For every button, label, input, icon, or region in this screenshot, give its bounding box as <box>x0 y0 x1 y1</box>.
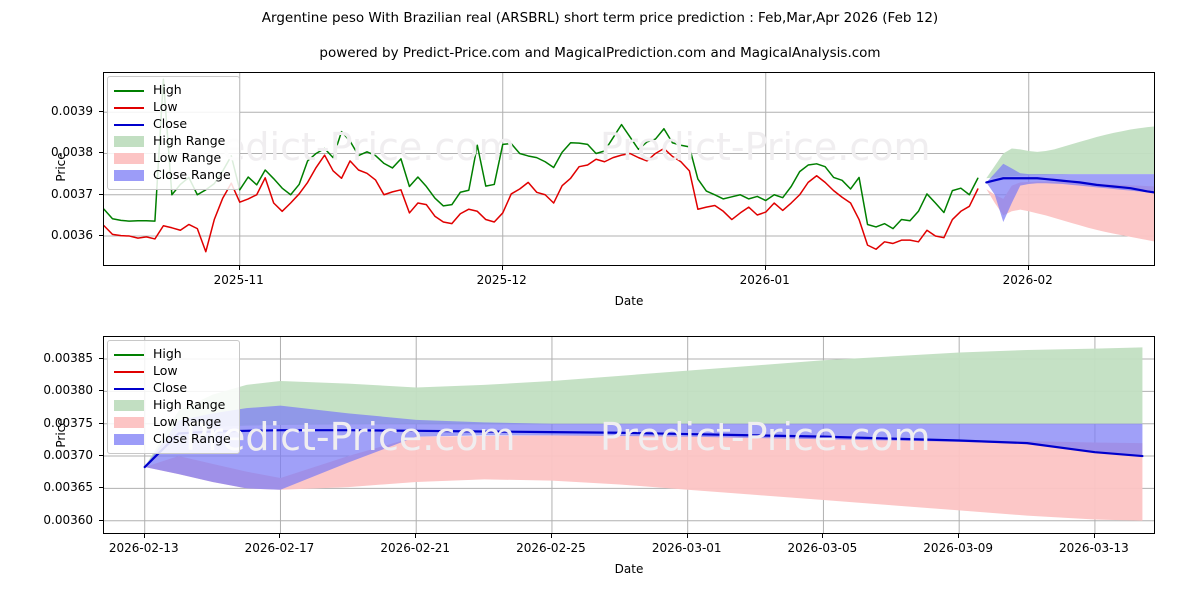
y-tick-mark <box>99 390 103 392</box>
y-tick-mark <box>99 111 103 113</box>
overview-x-axis-label: Date <box>614 294 644 308</box>
y-tick-mark <box>99 487 103 489</box>
legend-label: High <box>153 82 182 98</box>
legend-swatch-high <box>114 353 144 356</box>
x-tick-label: 2025-11 <box>213 273 264 287</box>
x-tick-label: 2026-02-21 <box>380 541 451 555</box>
x-tick-label: 2026-02 <box>1002 273 1053 287</box>
x-tick-label: 2026-02-13 <box>108 541 179 555</box>
y-tick-mark <box>99 422 103 424</box>
y-tick-label: 0.00360 <box>43 512 93 527</box>
x-tick-label: 2026-03-05 <box>787 541 858 555</box>
x-tick-mark <box>1093 534 1095 538</box>
legend-label: Low Range <box>153 150 222 166</box>
x-tick-label: 2026-02-25 <box>516 541 586 555</box>
legend-swatch-close-range <box>114 434 144 445</box>
legend-label: High <box>153 346 182 362</box>
x-tick-label: 2026-03-01 <box>651 541 722 555</box>
legend-swatch-close-range <box>114 170 144 181</box>
x-tick-mark <box>501 266 503 270</box>
legend-item[interactable]: Close <box>114 380 231 397</box>
x-tick-mark <box>279 534 281 538</box>
legend-label: Low <box>153 99 178 115</box>
legend-label: Low <box>153 363 178 379</box>
legend-swatch-high-range <box>114 136 144 147</box>
x-tick-label: 2026-02-17 <box>244 541 315 555</box>
y-tick-label: 0.00365 <box>43 480 93 495</box>
y-tick-mark <box>99 455 103 457</box>
legend-item[interactable]: High <box>114 82 231 99</box>
page-subtitle: powered by Predict-Price.com and Magical… <box>319 45 881 61</box>
x-tick-label: 2026-03-09 <box>923 541 994 555</box>
legend-swatch-low-range <box>114 153 144 164</box>
y-tick-label: 0.0039 <box>51 104 93 119</box>
overview-plot-area <box>103 72 1155 266</box>
legend-label: Close <box>153 116 188 132</box>
y-tick-mark <box>99 235 103 237</box>
y-tick-label: 0.00375 <box>43 415 93 430</box>
y-tick-label: 0.00370 <box>43 448 93 463</box>
legend-label: Close Range <box>153 167 231 183</box>
legend-label: Low Range <box>153 414 222 430</box>
legend-label: High Range <box>153 397 226 413</box>
y-tick-label: 0.00380 <box>43 383 93 398</box>
x-tick-label: 2026-01 <box>739 273 790 287</box>
legend-item[interactable]: Low Range <box>114 414 231 431</box>
legend-item[interactable]: High Range <box>114 133 231 150</box>
detail-plot-area <box>103 336 1155 534</box>
legend-item[interactable]: Close Range <box>114 431 231 448</box>
y-tick-mark <box>99 358 103 359</box>
legend-swatch-close <box>114 123 144 126</box>
legend-swatch-low-range <box>114 417 144 428</box>
y-tick-mark <box>99 193 103 195</box>
x-tick-mark <box>822 534 824 538</box>
legend-item[interactable]: High <box>114 346 231 363</box>
x-tick-mark <box>686 534 688 538</box>
y-tick-label: 0.00385 <box>43 351 93 365</box>
legend-swatch-low <box>114 370 144 373</box>
legend-item[interactable]: Low Range <box>114 150 231 167</box>
x-tick-mark <box>1027 266 1029 270</box>
y-tick-label: 0.0036 <box>51 228 93 243</box>
legend-item[interactable]: Close Range <box>114 167 231 184</box>
legend-item[interactable]: Low <box>114 99 231 116</box>
detail-x-axis-label: Date <box>614 562 644 576</box>
overview-plot-svg <box>104 73 1154 265</box>
legend-swatch-high <box>114 89 144 92</box>
detail-y-axis-label: Price <box>54 418 68 448</box>
x-tick-label: 2026-03-13 <box>1059 541 1129 555</box>
x-tick-mark <box>415 534 417 538</box>
legend-label: Close Range <box>153 431 231 447</box>
y-tick-mark <box>99 519 103 521</box>
x-tick-mark <box>550 534 552 538</box>
legend-item[interactable]: Close <box>114 116 231 133</box>
x-tick-mark <box>958 534 960 538</box>
legend-swatch-high-range <box>114 400 144 411</box>
detail-legend: High Low Close High Range Low Range Close Ran… <box>107 340 240 454</box>
overview-legend: High Low Close High Range Low Range Close Ran… <box>107 76 240 190</box>
legend-item[interactable]: High Range <box>114 397 231 414</box>
legend-swatch-close <box>114 387 144 390</box>
y-tick-label: 0.0037 <box>51 186 93 201</box>
detail-plot-svg <box>104 337 1154 533</box>
x-tick-mark <box>764 266 766 270</box>
y-tick-mark <box>99 152 103 154</box>
y-tick-label: 0.0038 <box>51 145 93 160</box>
x-tick-mark <box>238 266 240 270</box>
page-title: Argentine peso With Brazilian real (ARSB… <box>261 10 939 26</box>
legend-label: High Range <box>153 133 226 149</box>
x-tick-label: 2025-12 <box>476 273 527 287</box>
legend-swatch-low <box>114 106 144 109</box>
legend-item[interactable]: Low <box>114 363 231 380</box>
x-tick-mark <box>143 534 145 538</box>
legend-label: Close <box>153 380 188 396</box>
